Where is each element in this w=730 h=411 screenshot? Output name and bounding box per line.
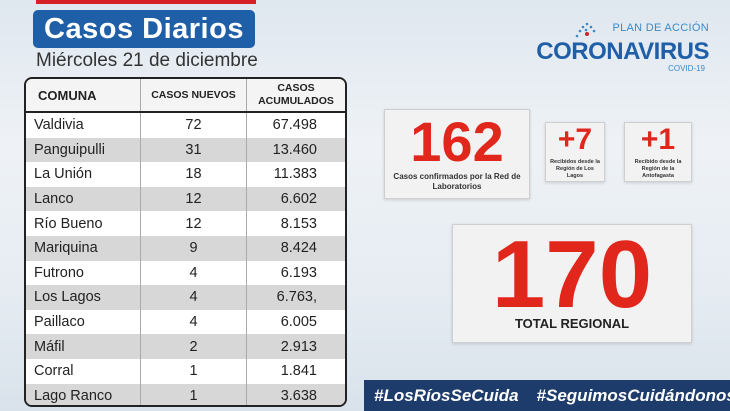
- cell-casos-nuevos: 2: [141, 334, 247, 359]
- cell-comuna: Máfil: [26, 334, 141, 359]
- table-row: Paillaco 4 6.005: [26, 309, 345, 335]
- cell-comuna: Futrono: [26, 260, 141, 286]
- cell-casos-acumulados: 1.841: [280, 363, 317, 380]
- cell-casos-acumulados: 3.638: [280, 387, 317, 404]
- column-header-casos-nuevos: CASOS NUEVOS: [141, 79, 247, 111]
- lab-cases-value: 162: [410, 110, 504, 173]
- table-row: Mariquina 9 8.424: [26, 235, 345, 261]
- table-row: Lago Ranco 1 3.638: [26, 383, 345, 405]
- report-date: Miércoles 21 de diciembre: [36, 50, 258, 71]
- cell-casos-acumulados: 6.763,: [276, 289, 317, 306]
- table-row: Panguipulli 31 13.460: [26, 137, 345, 163]
- cell-casos-acumulados: 8.424: [280, 240, 317, 257]
- cell-casos-nuevos: 31: [141, 137, 247, 163]
- table-row: Los Lagos 4 6.763,: [26, 285, 345, 310]
- lab-cases-card: 162 Casos confirmados por la Red de Labo…: [384, 109, 530, 199]
- cell-casos-acumulados: 13.460: [272, 141, 317, 158]
- cell-comuna: Panguipulli: [26, 137, 141, 163]
- table-row: Futrono 4 6.193: [26, 260, 345, 286]
- table-row: Máfil 2 2.913: [26, 334, 345, 359]
- cell-comuna: Paillaco: [26, 309, 141, 335]
- cell-comuna: La Unión: [26, 162, 141, 187]
- column-header-comuna: COMUNA: [26, 79, 141, 111]
- cell-casos-acumulados: 6.602: [280, 191, 317, 208]
- table-header: COMUNA CASOS NUEVOS CASOS ACUMULADOS: [26, 79, 345, 113]
- antofagasta-card: +1 Recibido desde la Región de la Antofa…: [624, 122, 692, 182]
- cell-casos-nuevos: 18: [141, 162, 247, 187]
- table-row: Lanco 12 6.602: [26, 186, 345, 212]
- los-lagos-label: Recibidos desde la Región de Los Lagos: [550, 159, 600, 179]
- cell-casos-nuevos: 1: [141, 383, 247, 405]
- cell-comuna: Lago Ranco: [26, 383, 141, 405]
- los-lagos-card: +7 Recibidos desde la Región de Los Lago…: [545, 122, 605, 182]
- cell-comuna: Los Lagos: [26, 285, 141, 310]
- cell-comuna: Valdivia: [26, 113, 141, 138]
- cell-comuna: Lanco: [26, 186, 141, 212]
- cell-casos-acumulados: 11.383: [273, 166, 317, 183]
- total-regional-card: 170 TOTAL REGIONAL: [452, 224, 692, 343]
- table-row: Corral 1 1.841: [26, 358, 345, 384]
- table-row: La Unión 18 11.383: [26, 162, 345, 187]
- table-row: Valdivia 72 67.498: [26, 113, 345, 138]
- cases-table: COMUNA CASOS NUEVOS CASOS ACUMULADOS Val…: [24, 77, 347, 407]
- cell-casos-nuevos: 9: [141, 235, 247, 261]
- cell-casos-acumulados: 8.153: [280, 215, 317, 232]
- cell-casos-nuevos: 12: [141, 186, 247, 212]
- cell-casos-acumulados: 2.913: [280, 338, 317, 355]
- logo-sub-text: COVID-19: [668, 64, 705, 73]
- logo-plan-text: PLAN DE ACCIÓN: [612, 22, 709, 34]
- top-red-bar: [36, 0, 256, 4]
- cell-casos-nuevos: 4: [141, 260, 247, 286]
- hashtag-los-rios: #LosRíosSeCuida: [374, 385, 519, 405]
- total-regional-label: TOTAL REGIONAL: [514, 316, 630, 331]
- cell-comuna: Corral: [26, 358, 141, 384]
- antofagasta-value: +1: [640, 123, 676, 156]
- hashtag-banner: #LosRíosSeCuida #SeguimosCuidándonos: [364, 380, 730, 411]
- cell-casos-nuevos: 4: [141, 285, 247, 310]
- coronavirus-logo: PLAN DE ACCIÓN CORONAVIRUS COVID-19: [525, 18, 715, 78]
- antofagasta-label: Recibido desde la Región de la Antofagas…: [634, 159, 682, 179]
- page-title: Casos Diarios: [33, 10, 255, 48]
- cell-casos-nuevos: 72: [141, 113, 247, 138]
- cell-casos-acumulados: 6.193: [280, 264, 317, 281]
- table-body: Valdivia 72 67.498 Panguipulli 31 13.460 La Un…: [26, 113, 345, 405]
- hashtag-seguimos: #SeguimosCuidándonos: [536, 385, 730, 405]
- cell-casos-nuevos: 1: [141, 358, 247, 384]
- cell-comuna: Río Bueno: [26, 211, 141, 236]
- total-regional-value: 170: [491, 221, 653, 328]
- column-header-casos-acumulados: CASOS ACUMULADOS: [258, 82, 334, 107]
- dotted-star-icon: [575, 22, 596, 38]
- table-row: Río Bueno 12 8.153: [26, 211, 345, 236]
- cell-casos-acumulados: 6.005: [280, 314, 317, 331]
- cell-casos-acumulados: 67.498: [272, 117, 317, 134]
- logo-name-text: CORONAVIRUS: [536, 38, 709, 65]
- los-lagos-value: +7: [557, 123, 593, 156]
- cell-comuna: Mariquina: [26, 235, 141, 261]
- cell-casos-nuevos: 12: [141, 211, 247, 236]
- lab-cases-label: Casos confirmados por la Red de Laborato…: [393, 172, 521, 191]
- cell-casos-nuevos: 4: [141, 309, 247, 335]
